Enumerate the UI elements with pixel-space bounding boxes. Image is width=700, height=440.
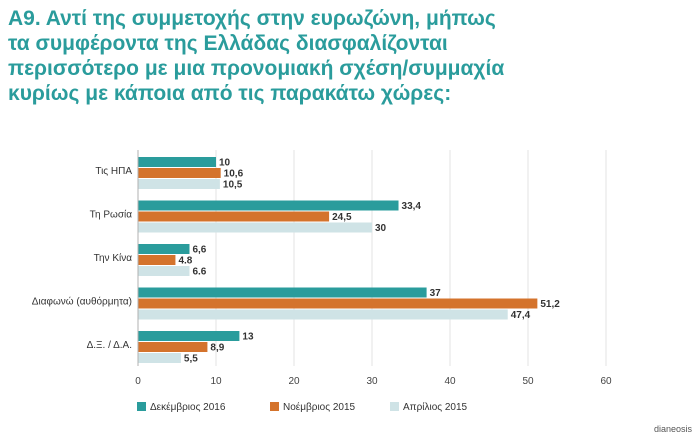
- value-label-0-1: 10,6: [224, 169, 244, 180]
- bar-2-2: [138, 266, 190, 276]
- value-label-2-1: 4.8: [178, 256, 192, 267]
- x-tick-label-5: 50: [522, 376, 534, 387]
- bar-0-2: [138, 179, 220, 189]
- chart-title: Α9. Αντί της συμμετοχής στην ευρωζώνη, μ…: [8, 6, 688, 106]
- value-label-4-2: 5,5: [184, 354, 198, 365]
- value-label-3-1: 51,2: [540, 299, 560, 310]
- x-tick-label-6: 60: [600, 376, 612, 387]
- legend-swatch-2: [390, 402, 399, 411]
- value-label-4-0: 13: [242, 332, 254, 343]
- legend-label-0: Δεκέμβριος 2016: [150, 401, 226, 413]
- bar-4-0: [138, 331, 240, 341]
- category-label-2: Την Κίνα: [94, 252, 133, 264]
- bar-4-2: [138, 353, 181, 363]
- bar-3-0: [138, 287, 427, 298]
- legend-label-2: Απρίλιος 2015: [403, 401, 468, 413]
- legend-swatch-1: [270, 402, 279, 411]
- value-label-3-2: 47,4: [511, 310, 531, 321]
- legend-label-1: Νοέμβριος 2015: [283, 401, 356, 413]
- value-label-1-1: 24,5: [332, 212, 352, 223]
- bar-3-1: [138, 298, 538, 309]
- value-label-0-2: 10,5: [223, 180, 243, 191]
- title-line-1: Α9. Αντί της συμμετοχής στην ευρωζώνη, μ…: [8, 7, 496, 30]
- bar-1-2: [138, 222, 372, 233]
- x-tick-label-2: 20: [288, 376, 300, 387]
- title-line-3: περισσότερο με μια προνομιακή σχέση/συμμ…: [8, 57, 505, 80]
- bar-4-1: [138, 342, 208, 352]
- x-tick-label-3: 30: [366, 376, 378, 387]
- x-tick-label-0: 0: [135, 376, 141, 387]
- value-label-4-1: 8,9: [210, 343, 224, 354]
- value-label-0-0: 10: [219, 158, 231, 169]
- value-label-1-0: 33,4: [402, 201, 422, 212]
- value-label-2-2: 6.6: [192, 267, 206, 278]
- source-credit: dianeosis: [653, 424, 692, 434]
- category-label-1: Τη Ρωσία: [90, 209, 133, 221]
- bar-1-1: [138, 211, 330, 222]
- value-label-1-2: 30: [375, 223, 387, 234]
- category-label-4: Δ.Ξ. / Δ.Α.: [87, 340, 132, 351]
- category-label-3: Διαφωνώ (αυθόρμητα): [32, 296, 132, 308]
- title-line-2: τα συμφέροντα της Ελλάδας διασφαλίζονται: [8, 32, 448, 55]
- bar-1-0: [138, 200, 399, 211]
- category-label-0: Τις ΗΠΑ: [95, 166, 132, 177]
- bar-2-1: [138, 255, 176, 265]
- value-label-2-0: 6,6: [192, 245, 206, 256]
- value-label-3-0: 37: [430, 288, 442, 299]
- bar-0-0: [138, 157, 216, 167]
- legend-swatch-0: [137, 402, 146, 411]
- x-tick-label-4: 40: [444, 376, 456, 387]
- x-tick-label-1: 10: [210, 376, 222, 387]
- bar-2-0: [138, 244, 190, 254]
- bar-3-2: [138, 309, 508, 320]
- bar-0-1: [138, 168, 221, 178]
- title-line-4: κυρίως με κάποια από τις παρακάτω χώρες:: [8, 82, 452, 105]
